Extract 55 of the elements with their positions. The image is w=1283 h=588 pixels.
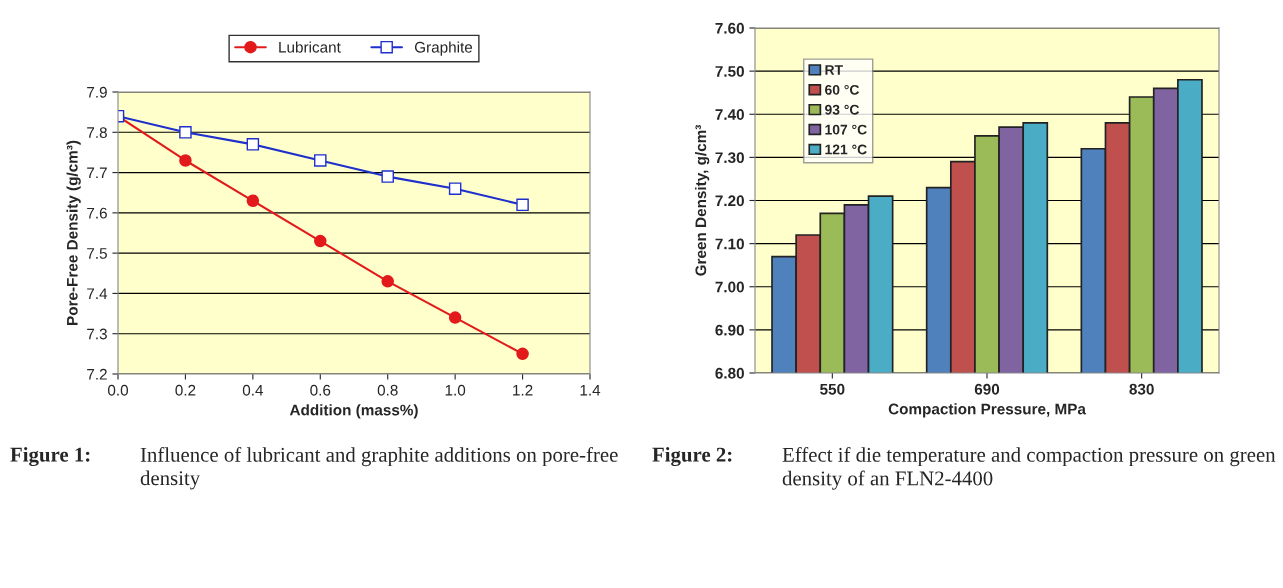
y-tick-label: 7.60 — [715, 22, 744, 34]
point — [448, 311, 462, 324]
point — [246, 194, 260, 208]
y-tick-label: 7.2 — [87, 368, 107, 380]
y-tick-label: 7.7 — [87, 167, 107, 179]
y-axis-title: Pore-Free Density (g/cm³) — [66, 140, 81, 325]
point — [381, 170, 394, 183]
y-tick-label: 7.5 — [87, 248, 107, 259]
y-tick-label: 7.4 — [87, 288, 108, 299]
point — [381, 275, 394, 288]
x-tick-label: 1.4 — [580, 384, 601, 396]
y-tick-label: 7.20 — [715, 195, 744, 207]
y-tick-label: 7.50 — [715, 65, 744, 77]
x-tick-label: 0.0 — [107, 384, 129, 396]
point — [516, 347, 529, 361]
legend-label: RT — [825, 65, 843, 75]
y-tick-label: 7.40 — [715, 109, 744, 120]
point — [179, 126, 192, 139]
point — [448, 182, 462, 195]
legend-label: 60 °C — [825, 84, 860, 95]
y-tick-label: 6.80 — [715, 367, 744, 379]
x-tick-label: 0.4 — [242, 384, 264, 396]
y-tick-label: 7.3 — [87, 328, 107, 340]
legend-label: 93 °C — [825, 104, 860, 115]
y-tick-label: 6.90 — [715, 324, 744, 336]
y-tick-label: 7.8 — [87, 127, 107, 138]
x-tick-label: 690 — [974, 383, 1000, 395]
x-tick-label: 0.8 — [377, 384, 398, 396]
y-tick-label: 7.9 — [87, 86, 107, 98]
text: Effect if die temperature and compaction pressure on green density of an FLN2-4400 — [782, 447, 1276, 490]
x-tick-label: 1.0 — [445, 384, 466, 396]
x-axis-title: Compaction Pressure, MPa — [888, 403, 1087, 418]
point — [179, 154, 192, 167]
x-tick-label: 830 — [1129, 383, 1154, 395]
legend-label: Lubricant — [279, 41, 341, 53]
y-tick-label: 7.00 — [715, 281, 744, 293]
y-axis-title: Green Density, g/cm³ — [694, 124, 710, 276]
text: Influence of lubricant and graphite additions on pore-free density — [140, 447, 618, 490]
x-tick-label: 0.2 — [175, 384, 196, 396]
y-tick-label: 7.30 — [715, 152, 744, 164]
x-tick-label: 0.6 — [310, 384, 331, 396]
x-tick-label: 1.2 — [513, 384, 533, 396]
y-tick-label: 7.10 — [715, 238, 744, 250]
caption: Figure 1: — [10, 447, 90, 467]
point — [314, 234, 327, 248]
legend-label: 121 °C — [825, 144, 867, 155]
legend-label: Graphite — [414, 41, 473, 56]
y-tick-label: 7.6 — [87, 207, 107, 219]
point — [246, 138, 260, 151]
point — [314, 154, 327, 167]
caption: Figure 2: — [652, 447, 732, 467]
x-axis-title: Addition (mass%) — [289, 404, 418, 419]
point — [516, 198, 529, 212]
legend-label: 107 °C — [825, 124, 867, 135]
x-tick-label: 550 — [820, 383, 845, 395]
